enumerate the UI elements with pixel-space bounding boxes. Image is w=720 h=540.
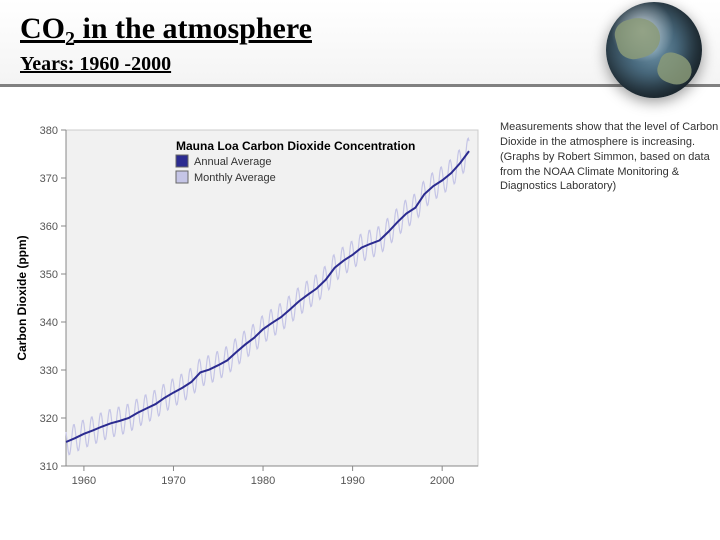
svg-text:Carbon Dioxide (ppm): Carbon Dioxide (ppm) [15,235,29,360]
svg-text:2000: 2000 [430,475,454,487]
svg-text:Mauna Loa Carbon Dioxide Conce: Mauna Loa Carbon Dioxide Concentration [176,139,415,153]
svg-text:320: 320 [40,413,58,425]
figure-caption: Measurements show that the level of Carb… [500,120,720,194]
page-subtitle: Years: 1960 -2000 [20,53,700,76]
svg-text:Monthly Average: Monthly Average [194,172,276,184]
content-area: 310 320 330 340 350 360 370 380 1960 1970 1980 1990… [10,120,710,530]
svg-text:330: 330 [40,365,58,377]
earth-icon [606,2,702,98]
chart-svg: 310 320 330 340 350 360 370 380 1960 1970 1980 1990… [10,120,490,500]
svg-text:370: 370 [40,173,58,185]
svg-text:1960: 1960 [72,475,96,487]
svg-text:1970: 1970 [161,475,185,487]
svg-text:340: 340 [40,317,58,329]
co2-chart: 310 320 330 340 350 360 370 380 1960 1970 1980 1990… [10,120,490,500]
slide-header: CO2 in the atmosphere Years: 1960 -2000 [0,0,720,87]
svg-text:310: 310 [40,461,58,473]
svg-text:Annual Average: Annual Average [194,156,271,168]
svg-text:1980: 1980 [251,475,275,487]
page-title: CO2 in the atmosphere [20,12,700,51]
svg-text:380: 380 [40,125,58,137]
svg-text:360: 360 [40,221,58,233]
svg-text:350: 350 [40,269,58,281]
svg-text:1990: 1990 [340,475,364,487]
